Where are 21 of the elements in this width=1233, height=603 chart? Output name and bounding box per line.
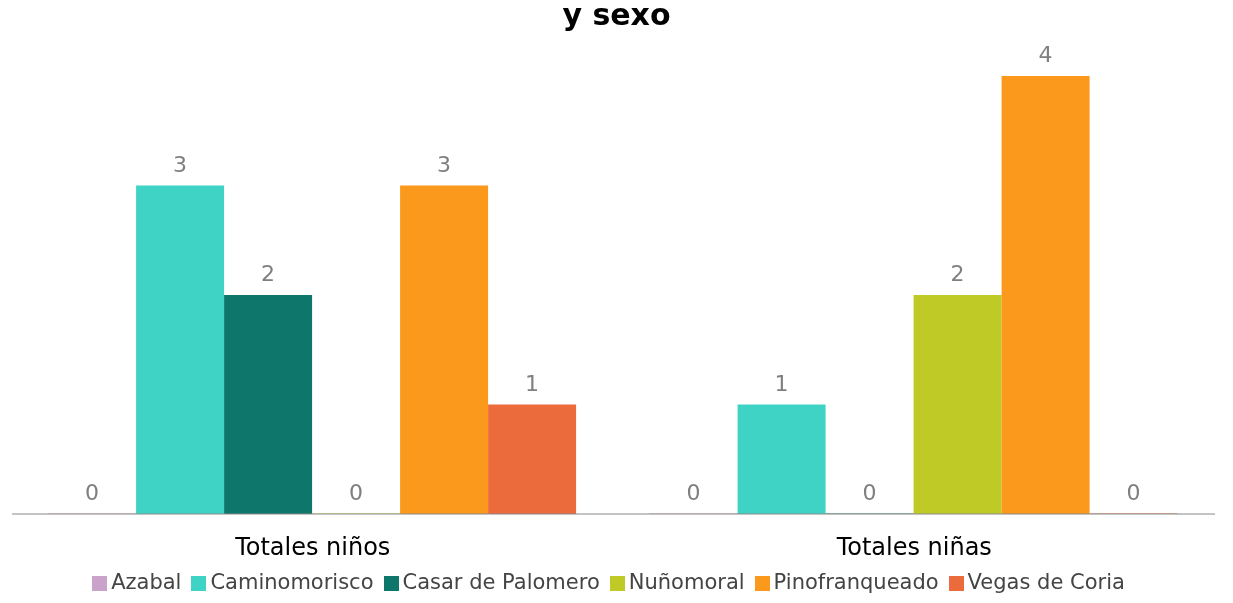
data-label: 1	[525, 370, 540, 396]
legend-label: Azabal	[111, 570, 182, 594]
chart-title: y sexo	[561, 0, 672, 34]
legend-label: Caminomorisco	[210, 570, 374, 594]
data-label: 3	[173, 151, 188, 177]
data-label: 0	[349, 479, 364, 505]
x-tick-label: Totales niñas	[835, 533, 992, 562]
data-label: 0	[1126, 479, 1141, 505]
data-label: 3	[437, 151, 452, 177]
data-label: 0	[862, 479, 877, 505]
x-tick-label: Totales niños	[234, 533, 391, 562]
data-label: 0	[686, 479, 701, 505]
legend-label: Nuñomoral	[628, 570, 745, 594]
data-label: 0	[85, 479, 100, 505]
data-label: 2	[261, 261, 276, 286]
data-label: 2	[950, 261, 965, 286]
legend-label: Casar de Palomero	[402, 570, 600, 594]
data-label: 4	[1038, 42, 1053, 67]
legend-label: Vegas de Coria	[967, 570, 1125, 594]
data-label: 1	[774, 370, 789, 396]
legend-label: Pinofranqueado	[773, 570, 939, 594]
